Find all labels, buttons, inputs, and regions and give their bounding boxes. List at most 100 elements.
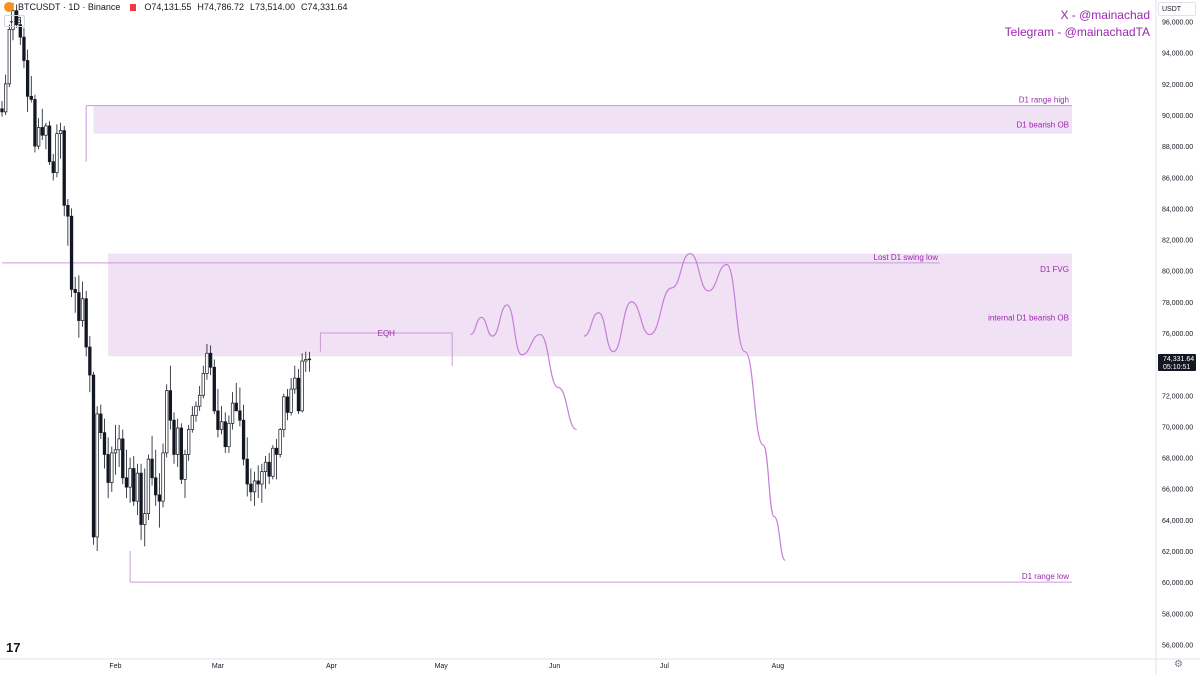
candle — [102, 432, 107, 455]
candle — [219, 421, 224, 430]
price-tick-label: 88,000.00 — [1162, 144, 1193, 151]
candle — [150, 458, 154, 479]
current-price-tag — [1158, 353, 1196, 371]
candle — [179, 427, 183, 480]
price-tick-label: 62,000.00 — [1162, 549, 1193, 556]
candle — [66, 204, 70, 217]
range-low-label: D1 range low — [1022, 572, 1069, 581]
price-tick-label: 90,000.00 — [1162, 113, 1193, 120]
candle — [263, 461, 268, 472]
candle — [197, 394, 202, 407]
price-tick-label: 56,000.00 — [1162, 642, 1193, 649]
projection-path-1 — [583, 252, 786, 561]
candle — [241, 419, 246, 460]
x-handle: X - @mainachad — [1060, 8, 1150, 22]
candle — [293, 377, 297, 390]
current-price-label: 74,331.64 — [1163, 356, 1194, 363]
zone-1 — [108, 253, 1072, 281]
bitcoin-icon — [4, 2, 14, 12]
price-tick-label: 68,000.00 — [1162, 456, 1193, 463]
candle — [84, 298, 88, 348]
time-tick-label: Aug — [772, 663, 785, 670]
candle — [110, 452, 114, 483]
price-tick-label: 96,000.00 — [1162, 20, 1193, 27]
candle — [0, 108, 4, 113]
candle — [165, 390, 169, 454]
price-tick-label: 78,000.00 — [1162, 300, 1193, 307]
candle — [62, 130, 66, 206]
candle — [51, 161, 55, 173]
candle — [249, 483, 253, 493]
projection-path-0 — [470, 304, 577, 431]
price-tick-label: 66,000.00 — [1162, 487, 1193, 494]
candle — [36, 127, 41, 147]
gear-icon[interactable]: ⚙ — [1174, 659, 1183, 670]
candle — [157, 494, 162, 502]
open-value: O74,131.55 — [144, 2, 192, 12]
candle — [304, 359, 308, 362]
zone-2 — [108, 280, 1072, 357]
candle — [234, 402, 238, 412]
candle — [4, 83, 8, 113]
candle — [201, 373, 205, 396]
time-tick-label: May — [435, 663, 449, 670]
candle — [238, 410, 242, 421]
candle — [29, 95, 33, 100]
candle — [296, 377, 301, 412]
candle — [95, 413, 99, 538]
candle — [278, 429, 282, 455]
high-value: H74,786.72 — [197, 2, 244, 12]
candle — [22, 36, 26, 61]
candle — [205, 352, 209, 374]
candle — [47, 125, 52, 163]
candle — [44, 125, 48, 136]
candle — [106, 454, 110, 483]
candle — [289, 388, 293, 413]
candle — [194, 405, 198, 416]
candle — [139, 472, 143, 525]
candle — [99, 413, 103, 434]
candle — [113, 449, 118, 454]
candle — [285, 396, 290, 413]
candle — [14, 10, 19, 26]
price-tick-label: 84,000.00 — [1162, 206, 1193, 213]
candle — [73, 289, 77, 293]
symbol-title[interactable]: BTCUSDT · 1D · Binance — [18, 2, 121, 12]
candle — [282, 396, 286, 430]
price-tick-label: 76,000.00 — [1162, 331, 1193, 338]
candle — [227, 422, 231, 448]
bearish-ob-label: D1 bearish OB — [1017, 120, 1069, 129]
candle — [18, 24, 22, 38]
candle — [260, 471, 264, 485]
collapse-indicator-button[interactable]: ⌄ 5 — [4, 15, 26, 27]
internal-ob-label: internal D1 bearish OB — [988, 313, 1069, 322]
candle — [154, 477, 158, 496]
candle — [33, 99, 37, 147]
candle — [245, 458, 249, 485]
price-tick-label: 70,000.00 — [1162, 424, 1193, 431]
candle — [172, 419, 176, 455]
time-tick-label: Jul — [660, 663, 669, 670]
candle — [11, 10, 15, 30]
market-flag-icon — [130, 3, 137, 11]
candle — [271, 447, 275, 477]
currency-selector[interactable]: USDT — [1158, 2, 1196, 16]
candle — [80, 298, 85, 321]
eqh-line — [319, 332, 453, 366]
candle — [176, 427, 180, 455]
candle — [223, 421, 227, 448]
low-value: L73,514.00 — [249, 2, 296, 12]
indicator-count: 5 — [16, 16, 22, 25]
candle — [307, 358, 312, 361]
countdown-label: 05:10:51 — [1163, 364, 1190, 371]
candle — [88, 346, 92, 376]
candle — [91, 374, 96, 538]
candle — [117, 438, 121, 451]
candle — [230, 402, 235, 424]
price-tick-label: 72,000.00 — [1162, 393, 1193, 400]
candle — [146, 458, 151, 514]
candle — [121, 438, 125, 479]
time-tick-label: Mar — [212, 663, 225, 670]
price-tick-label: 64,000.00 — [1162, 518, 1193, 525]
